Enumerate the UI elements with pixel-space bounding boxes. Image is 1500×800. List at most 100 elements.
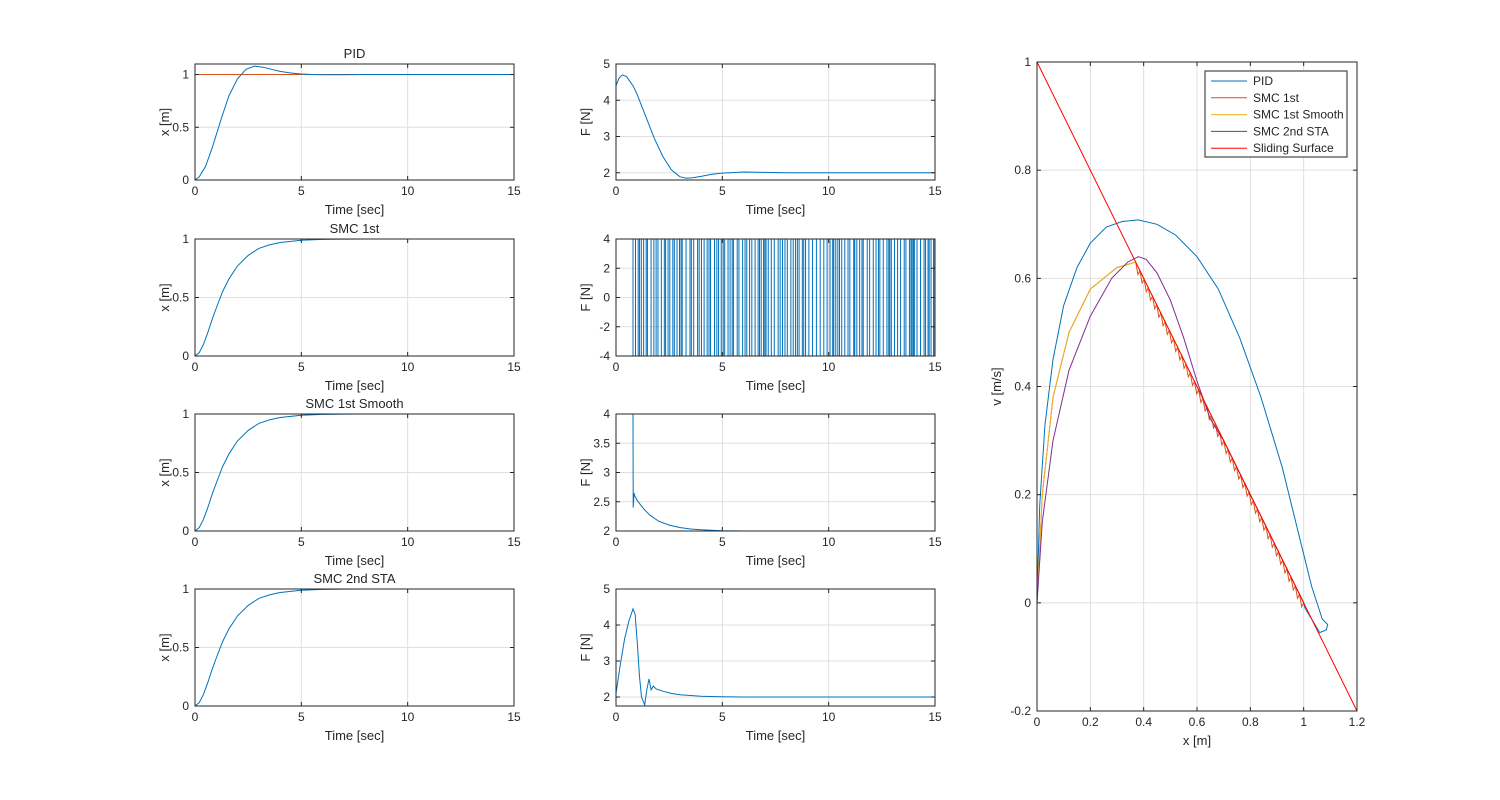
chart-phase: 0 0.2 0.4 0.6 0.8 1 1.2-0.200.20.40.60.81x [m]…	[989, 55, 1366, 748]
y-tick-label: 4	[603, 93, 610, 107]
chart-force_pid: 0 5 10 15 2 3 4 5 Time [sec] F [N]	[578, 57, 942, 217]
chart-pos_smc1s: 0 5 10 15 0 0.5 1 Time [sec] x [m] SMC 1st Smooth	[157, 396, 521, 568]
y-axis-label: F [N]	[578, 283, 593, 311]
x-axis-label: x [m]	[1183, 733, 1211, 748]
y-tick-label: 0.5	[172, 120, 189, 134]
legend-entry: Sliding Surface	[1253, 141, 1334, 155]
x-tick-label: 10	[401, 360, 415, 374]
x-tick-label: 0.2	[1082, 715, 1099, 729]
x-axis-label: Time [sec]	[746, 202, 805, 217]
chart-title: SMC 2nd STA	[313, 571, 395, 586]
x-axis-label: Time [sec]	[746, 728, 805, 743]
x-tick-label: 0	[613, 535, 620, 549]
sliding-surface-line	[1037, 61, 1357, 712]
x-tick-label: 0	[192, 710, 199, 724]
x-tick-label: 1	[1300, 715, 1307, 729]
x-tick-label: 5	[298, 710, 305, 724]
y-tick-label: 1	[182, 68, 189, 82]
legend-box	[1204, 70, 1348, 158]
y-tick-label: 1	[1024, 55, 1031, 69]
legend-entry: SMC 1st	[1253, 91, 1300, 105]
x-tick-label: 0	[613, 184, 620, 198]
y-tick-label: 5	[603, 57, 610, 71]
y-tick-label: 0.5	[172, 641, 189, 655]
y-axis-label: v [m/s]	[989, 367, 1004, 405]
x-tick-label: 0	[192, 535, 199, 549]
x-tick-label: 10	[401, 535, 415, 549]
x-tick-label: 5	[298, 535, 305, 549]
x-axis-label: Time [sec]	[325, 728, 384, 743]
series-0-line	[616, 607, 935, 707]
x-tick-label: 15	[507, 535, 521, 549]
y-tick-label: 2	[603, 690, 610, 704]
x-tick-label: 15	[928, 184, 942, 198]
x-tick-label: 0.6	[1189, 715, 1206, 729]
y-tick-label: 5	[603, 582, 610, 596]
x-tick-label: 15	[507, 184, 521, 198]
y-axis-label: x [m]	[157, 108, 172, 136]
chart-title: SMC 1st	[330, 221, 380, 236]
y-tick-label: 2.5	[593, 495, 610, 509]
y-tick-label: 3	[603, 466, 610, 480]
y-tick-label: 0.8	[1014, 163, 1031, 177]
y-tick-label: 0.2	[1014, 488, 1031, 502]
y-tick-label: 2	[603, 166, 610, 180]
x-tick-label: 10	[822, 535, 836, 549]
legend-entry: SMC 1st Smooth	[1253, 108, 1344, 122]
y-tick-label: 1	[182, 232, 189, 246]
plot-area	[195, 64, 514, 180]
chart-title: PID	[344, 46, 366, 61]
y-tick-label: -4	[599, 349, 610, 363]
y-tick-label: 3	[603, 130, 610, 144]
y-tick-label: 2	[603, 524, 610, 538]
x-axis-label: Time [sec]	[325, 553, 384, 568]
chart-force_sta: 0 5 10 15 2 3 4 5 Time [sec] F [N]	[578, 582, 942, 743]
legend-entry: PID	[1253, 74, 1273, 88]
x-tick-label: 5	[719, 360, 726, 374]
x-tick-label: 5	[719, 535, 726, 549]
x-tick-label: 0	[613, 710, 620, 724]
x-tick-label: 10	[401, 184, 415, 198]
plot-area	[616, 64, 935, 180]
series-0-line	[616, 74, 935, 179]
y-tick-label: 0	[1024, 596, 1031, 610]
y-tick-label: -0.2	[1010, 704, 1031, 718]
plot-area	[616, 589, 935, 706]
series-group	[616, 607, 935, 707]
series-group	[616, 74, 935, 179]
y-tick-label: 3	[603, 654, 610, 668]
y-axis-label: F [N]	[578, 458, 593, 486]
smc-1st-line	[1037, 261, 1305, 609]
chart-force_smc1: 0 5 10 15 -4 -2 0 2 4 Time [sec] F [N]	[578, 232, 942, 393]
axes-box	[615, 588, 936, 707]
x-axis-label: Time [sec]	[325, 378, 384, 393]
y-tick-label: 0	[182, 349, 189, 363]
y-tick-label: 0.5	[172, 291, 189, 305]
x-tick-label: 10	[822, 184, 836, 198]
x-axis-label: Time [sec]	[325, 202, 384, 217]
y-tick-label: 1	[182, 407, 189, 421]
y-tick-label: 4	[603, 618, 610, 632]
x-tick-label: 0	[613, 360, 620, 374]
y-tick-label: 4	[603, 407, 610, 421]
x-tick-label: 0	[192, 184, 199, 198]
y-axis-label: F [N]	[578, 633, 593, 661]
x-tick-label: 15	[928, 710, 942, 724]
y-tick-label: 0.4	[1014, 380, 1031, 394]
x-tick-label: 0.4	[1135, 715, 1152, 729]
y-tick-label: 0	[182, 699, 189, 713]
chart-force_smc1s: 0 5 10 15 2 2.5 3 3.5 4 Time [sec] F [N]	[578, 407, 942, 568]
chart-title: SMC 1st Smooth	[305, 396, 403, 411]
x-tick-label: 15	[928, 535, 942, 549]
legend-entry: SMC 2nd STA	[1253, 124, 1329, 138]
y-tick-label: 2	[603, 261, 610, 275]
x-tick-label: 5	[719, 184, 726, 198]
y-axis-label: x [m]	[157, 458, 172, 486]
x-tick-label: 1.2	[1349, 715, 1366, 729]
y-tick-label: 4	[603, 232, 610, 246]
series-group	[1037, 61, 1357, 712]
x-tick-label: 5	[719, 710, 726, 724]
y-tick-label: 0	[603, 291, 610, 305]
y-tick-label: 0.6	[1014, 271, 1031, 285]
